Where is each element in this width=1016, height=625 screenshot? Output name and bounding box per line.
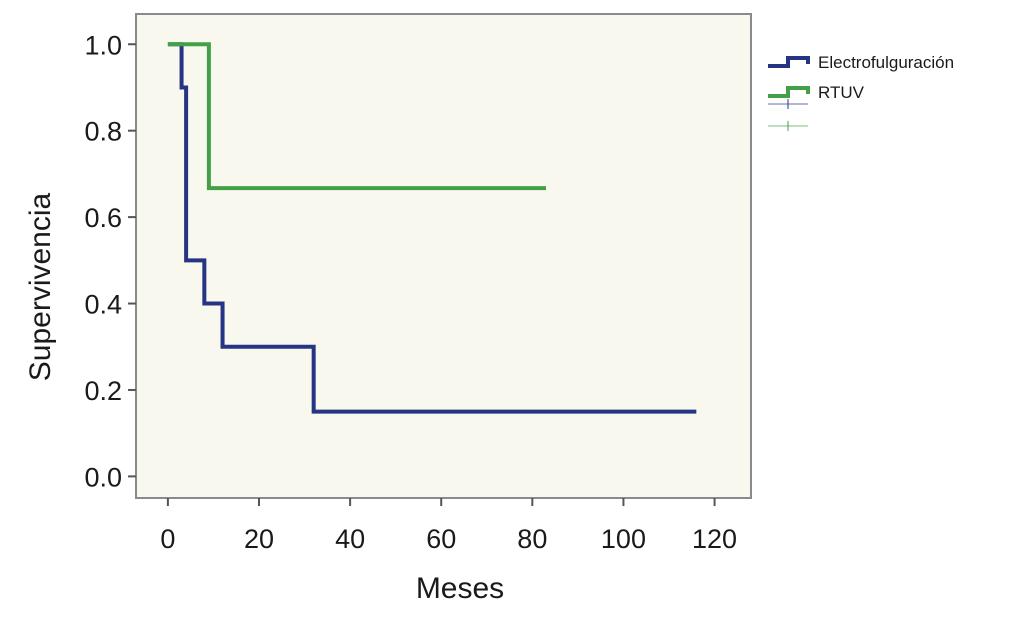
y-tick-label: 0.0: [84, 462, 122, 492]
y-tick-label: 0.4: [84, 290, 122, 320]
legend-label: Electrofulguración: [818, 53, 954, 72]
legend-label: RTUV: [818, 83, 865, 102]
y-axis-title: Supervivencia: [24, 192, 57, 381]
x-tick-label: 60: [426, 524, 456, 554]
x-tick-label: 100: [601, 524, 646, 554]
x-tick-label: 40: [335, 524, 365, 554]
y-tick-label: 1.0: [84, 30, 122, 60]
y-tick-label: 0.6: [84, 203, 122, 233]
y-tick-label: 0.8: [84, 117, 122, 147]
x-tick-label: 80: [517, 524, 547, 554]
x-tick-label: 0: [160, 524, 175, 554]
series-layer: [167, 42, 697, 414]
x-axis-title: Meses: [416, 572, 504, 605]
x-tick-label: 120: [692, 524, 737, 554]
plot-area: [135, 13, 752, 499]
y-axis: 0.0 0.2 0.4 0.6 0.8 1.0: [84, 30, 136, 492]
series-line-rtuv: [167, 42, 546, 191]
x-tick-label: 20: [244, 524, 274, 554]
y-tick-label: 0.2: [84, 376, 122, 406]
series-line-electrofulguracion: [167, 42, 697, 414]
legend: Electrofulguración RTUV: [768, 53, 954, 131]
legend-swatch: [768, 56, 810, 68]
legend-swatch: [768, 86, 810, 98]
x-axis: 0 20 40 60 80 100 120: [160, 498, 737, 554]
